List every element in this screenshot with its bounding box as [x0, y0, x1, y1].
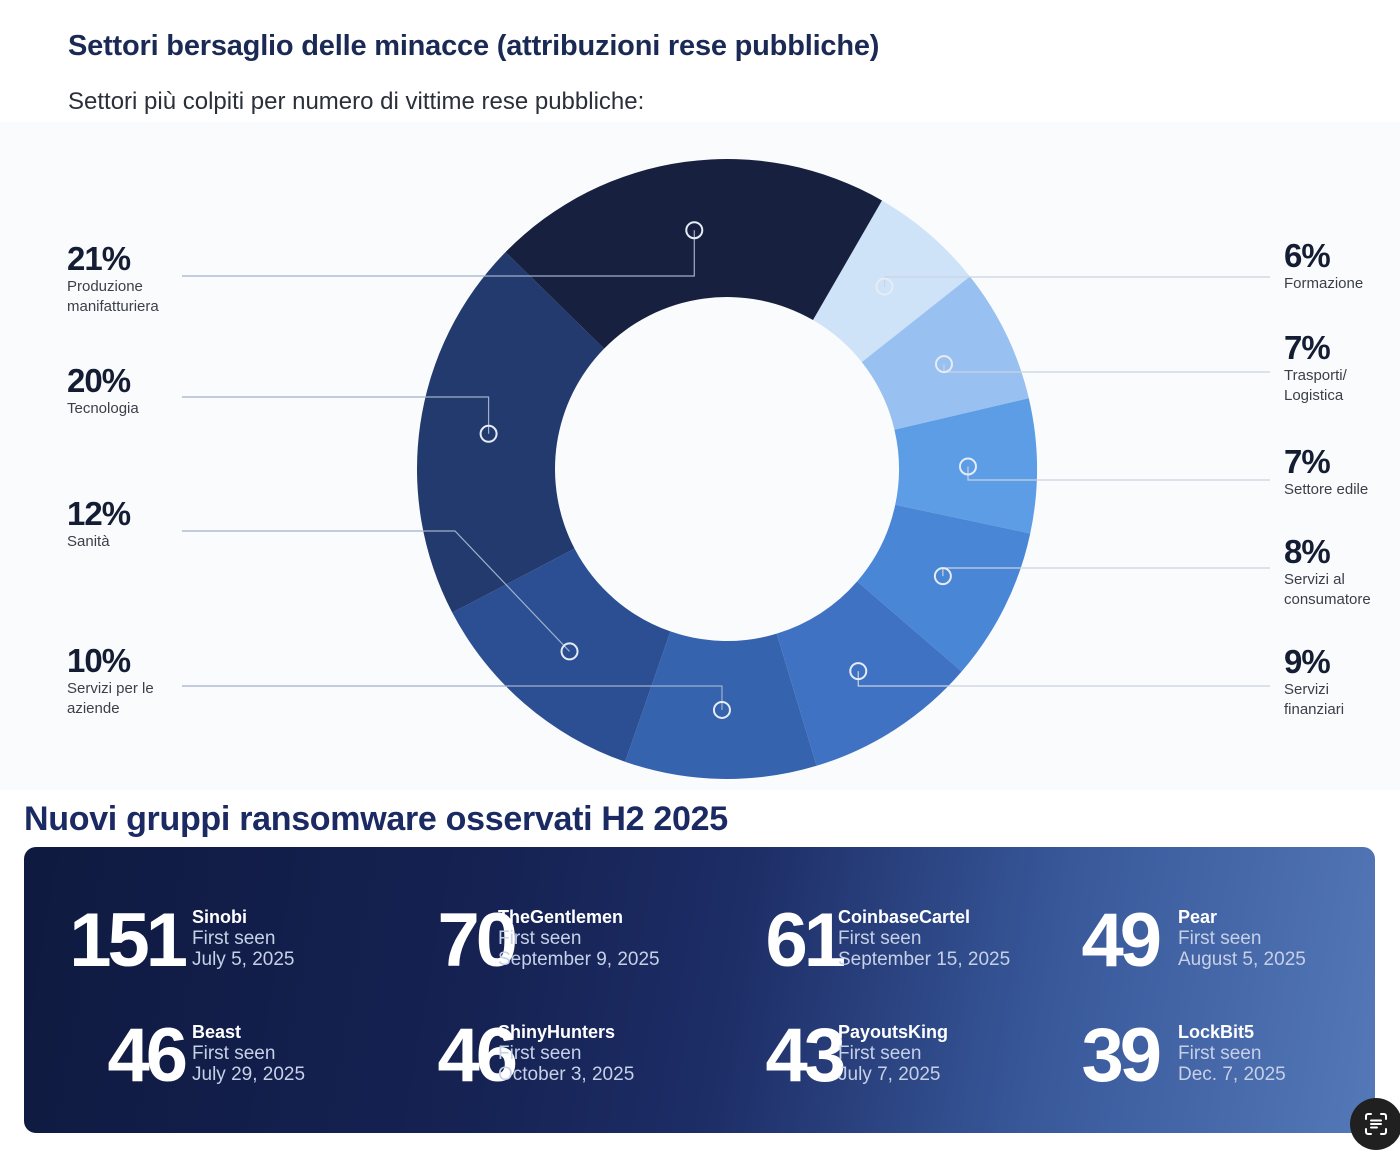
group-card: 46 ShinyHunters First seen October 3, 20… [392, 1016, 682, 1096]
group-name: TheGentlemen [498, 907, 624, 927]
group-date: July 29, 2025 [192, 1064, 306, 1085]
group-name: CoinbaseCartel [838, 907, 971, 927]
group-count: 49 [1081, 898, 1162, 983]
donut-chart [182, 159, 1270, 779]
group-card: 70 TheGentlemen First seen September 9, … [392, 901, 682, 981]
group-first-seen-label: First seen [498, 928, 582, 949]
slice-label-aziende: 10% Servizi per le aziende [67, 643, 172, 719]
group-date: October 3, 2025 [498, 1064, 635, 1085]
groups-panel: 151 Sinobi First seen July 5, 2025 70 Th… [24, 847, 1375, 1133]
slice-pct: 21% [67, 240, 131, 277]
leader-line-sanita [182, 530, 570, 652]
leader-line-servizi-finanziari [857, 671, 1270, 687]
group-name: Sinobi [192, 907, 247, 927]
group-date: September 15, 2025 [838, 949, 1011, 970]
group-card: 151 Sinobi First seen July 5, 2025 [64, 901, 334, 981]
group-first-seen-label: First seen [192, 1043, 276, 1064]
group-date: August 5, 2025 [1178, 949, 1306, 970]
leader-line-formazione [883, 276, 1270, 287]
slice-pct: 10% [67, 642, 131, 679]
group-name: Beast [192, 1022, 242, 1042]
leader-dot-servizi-finanziari [849, 662, 868, 681]
leader-dot-tecnologia [479, 424, 498, 443]
group-count: 151 [69, 898, 188, 983]
leader-dot-sanita [560, 642, 579, 661]
leader-dot-formazione [875, 277, 894, 296]
leader-dot-settore-edile [958, 457, 977, 476]
slice-label-manifatturiera: 21% Produzione manifatturiera [67, 241, 177, 317]
slice-category: Settore edile [1284, 481, 1369, 498]
groups-section-title: Nuovi gruppi ransomware osservati H2 202… [24, 800, 728, 838]
text-scan-icon [1365, 1113, 1387, 1135]
slice-category: Servizi per le aziende [67, 680, 154, 717]
slice-settore-edile [894, 398, 1037, 534]
slice-label-tecnologia: 20% Tecnologia [67, 363, 182, 419]
group-first-seen-label: First seen [1178, 1043, 1262, 1064]
slice-pct: 9% [1284, 643, 1331, 680]
group-card: 61 CoinbaseCartel First seen September 1… [736, 901, 1026, 981]
leader-line-produzione-manifatturiera [182, 230, 695, 277]
slice-label-formazione: 6% Formazione [1284, 238, 1399, 294]
chart-title: Settori bersaglio delle minacce (attribu… [68, 30, 880, 62]
leader-dot-servizi-per-le-aziende [712, 700, 731, 719]
slice-label-finanziari: 9% Servizi finanziari [1284, 644, 1364, 720]
group-name: ShinyHunters [498, 1022, 616, 1042]
slice-label-consumatore: 8% Servizi al consumatore [1284, 534, 1394, 610]
group-card: 49 Pear First seen August 5, 2025 [1056, 901, 1346, 981]
slice-trasporti-logistica [861, 276, 1029, 430]
slice-servizi-finanziari [776, 581, 962, 766]
group-count: 46 [107, 1013, 188, 1098]
slice-category: Servizi finanziari [1284, 681, 1345, 718]
slice-tecnologia [417, 252, 605, 613]
slice-pct: 7% [1284, 443, 1331, 480]
group-count: 43 [765, 1013, 846, 1098]
group-date: July 5, 2025 [192, 949, 295, 970]
slice-category: Formazione [1284, 275, 1364, 292]
slice-category: Sanità [67, 533, 110, 550]
group-date: July 7, 2025 [838, 1064, 941, 1085]
group-count: 70 [437, 898, 518, 983]
text-scan-button[interactable] [1350, 1098, 1400, 1150]
slice-category: Produzione manifatturiera [67, 278, 159, 315]
slice-servizi-al-consumatore [857, 504, 1031, 672]
slice-sanita [452, 548, 671, 762]
slice-pct: 12% [67, 495, 131, 532]
slice-pct: 8% [1284, 533, 1331, 570]
group-date: Dec. 7, 2025 [1178, 1064, 1286, 1085]
slice-servizi-per-le-aziende [625, 631, 817, 779]
group-first-seen-label: First seen [192, 928, 276, 949]
group-name: Pear [1178, 907, 1218, 927]
slice-pct: 6% [1284, 237, 1331, 274]
group-card: 39 LockBit5 First seen Dec. 7, 2025 [1056, 1016, 1346, 1096]
slice-pct: 20% [67, 362, 131, 399]
leader-dot-trasporti-logistica [934, 355, 953, 374]
group-date: September 9, 2025 [498, 949, 660, 970]
group-count: 46 [437, 1013, 518, 1098]
group-first-seen-label: First seen [838, 1043, 922, 1064]
slice-category: Tecnologia [67, 400, 139, 417]
slice-label-sanita: 12% Sanità [67, 496, 182, 552]
group-first-seen-label: First seen [1178, 928, 1262, 949]
group-card: 46 Beast First seen July 29, 2025 [64, 1016, 334, 1096]
group-first-seen-label: First seen [498, 1043, 582, 1064]
leader-line-settore-edile [967, 466, 1270, 481]
slice-category: Trasporti/ Logistica [1284, 367, 1347, 404]
group-count: 61 [765, 898, 846, 983]
group-first-seen-label: First seen [838, 928, 922, 949]
group-card: 43 PayoutsKing First seen July 7, 2025 [736, 1016, 1026, 1096]
chart-subtitle: Settori più colpiti per numero di vittim… [68, 88, 645, 115]
group-name: PayoutsKing [838, 1022, 949, 1042]
leader-line-tecnologia [182, 396, 490, 434]
slice-label-edile: 7% Settore edile [1284, 444, 1399, 500]
slice-category: Servizi al consumatore [1284, 571, 1371, 608]
group-count: 39 [1081, 1013, 1162, 1098]
leader-dot-produzione-manifatturiera [685, 221, 704, 240]
slice-label-trasporti: 7% Trasporti/ Logistica [1284, 330, 1374, 406]
group-name: LockBit5 [1178, 1022, 1255, 1042]
leader-dot-servizi-al-consumatore [933, 567, 952, 586]
slice-pct: 7% [1284, 329, 1331, 366]
